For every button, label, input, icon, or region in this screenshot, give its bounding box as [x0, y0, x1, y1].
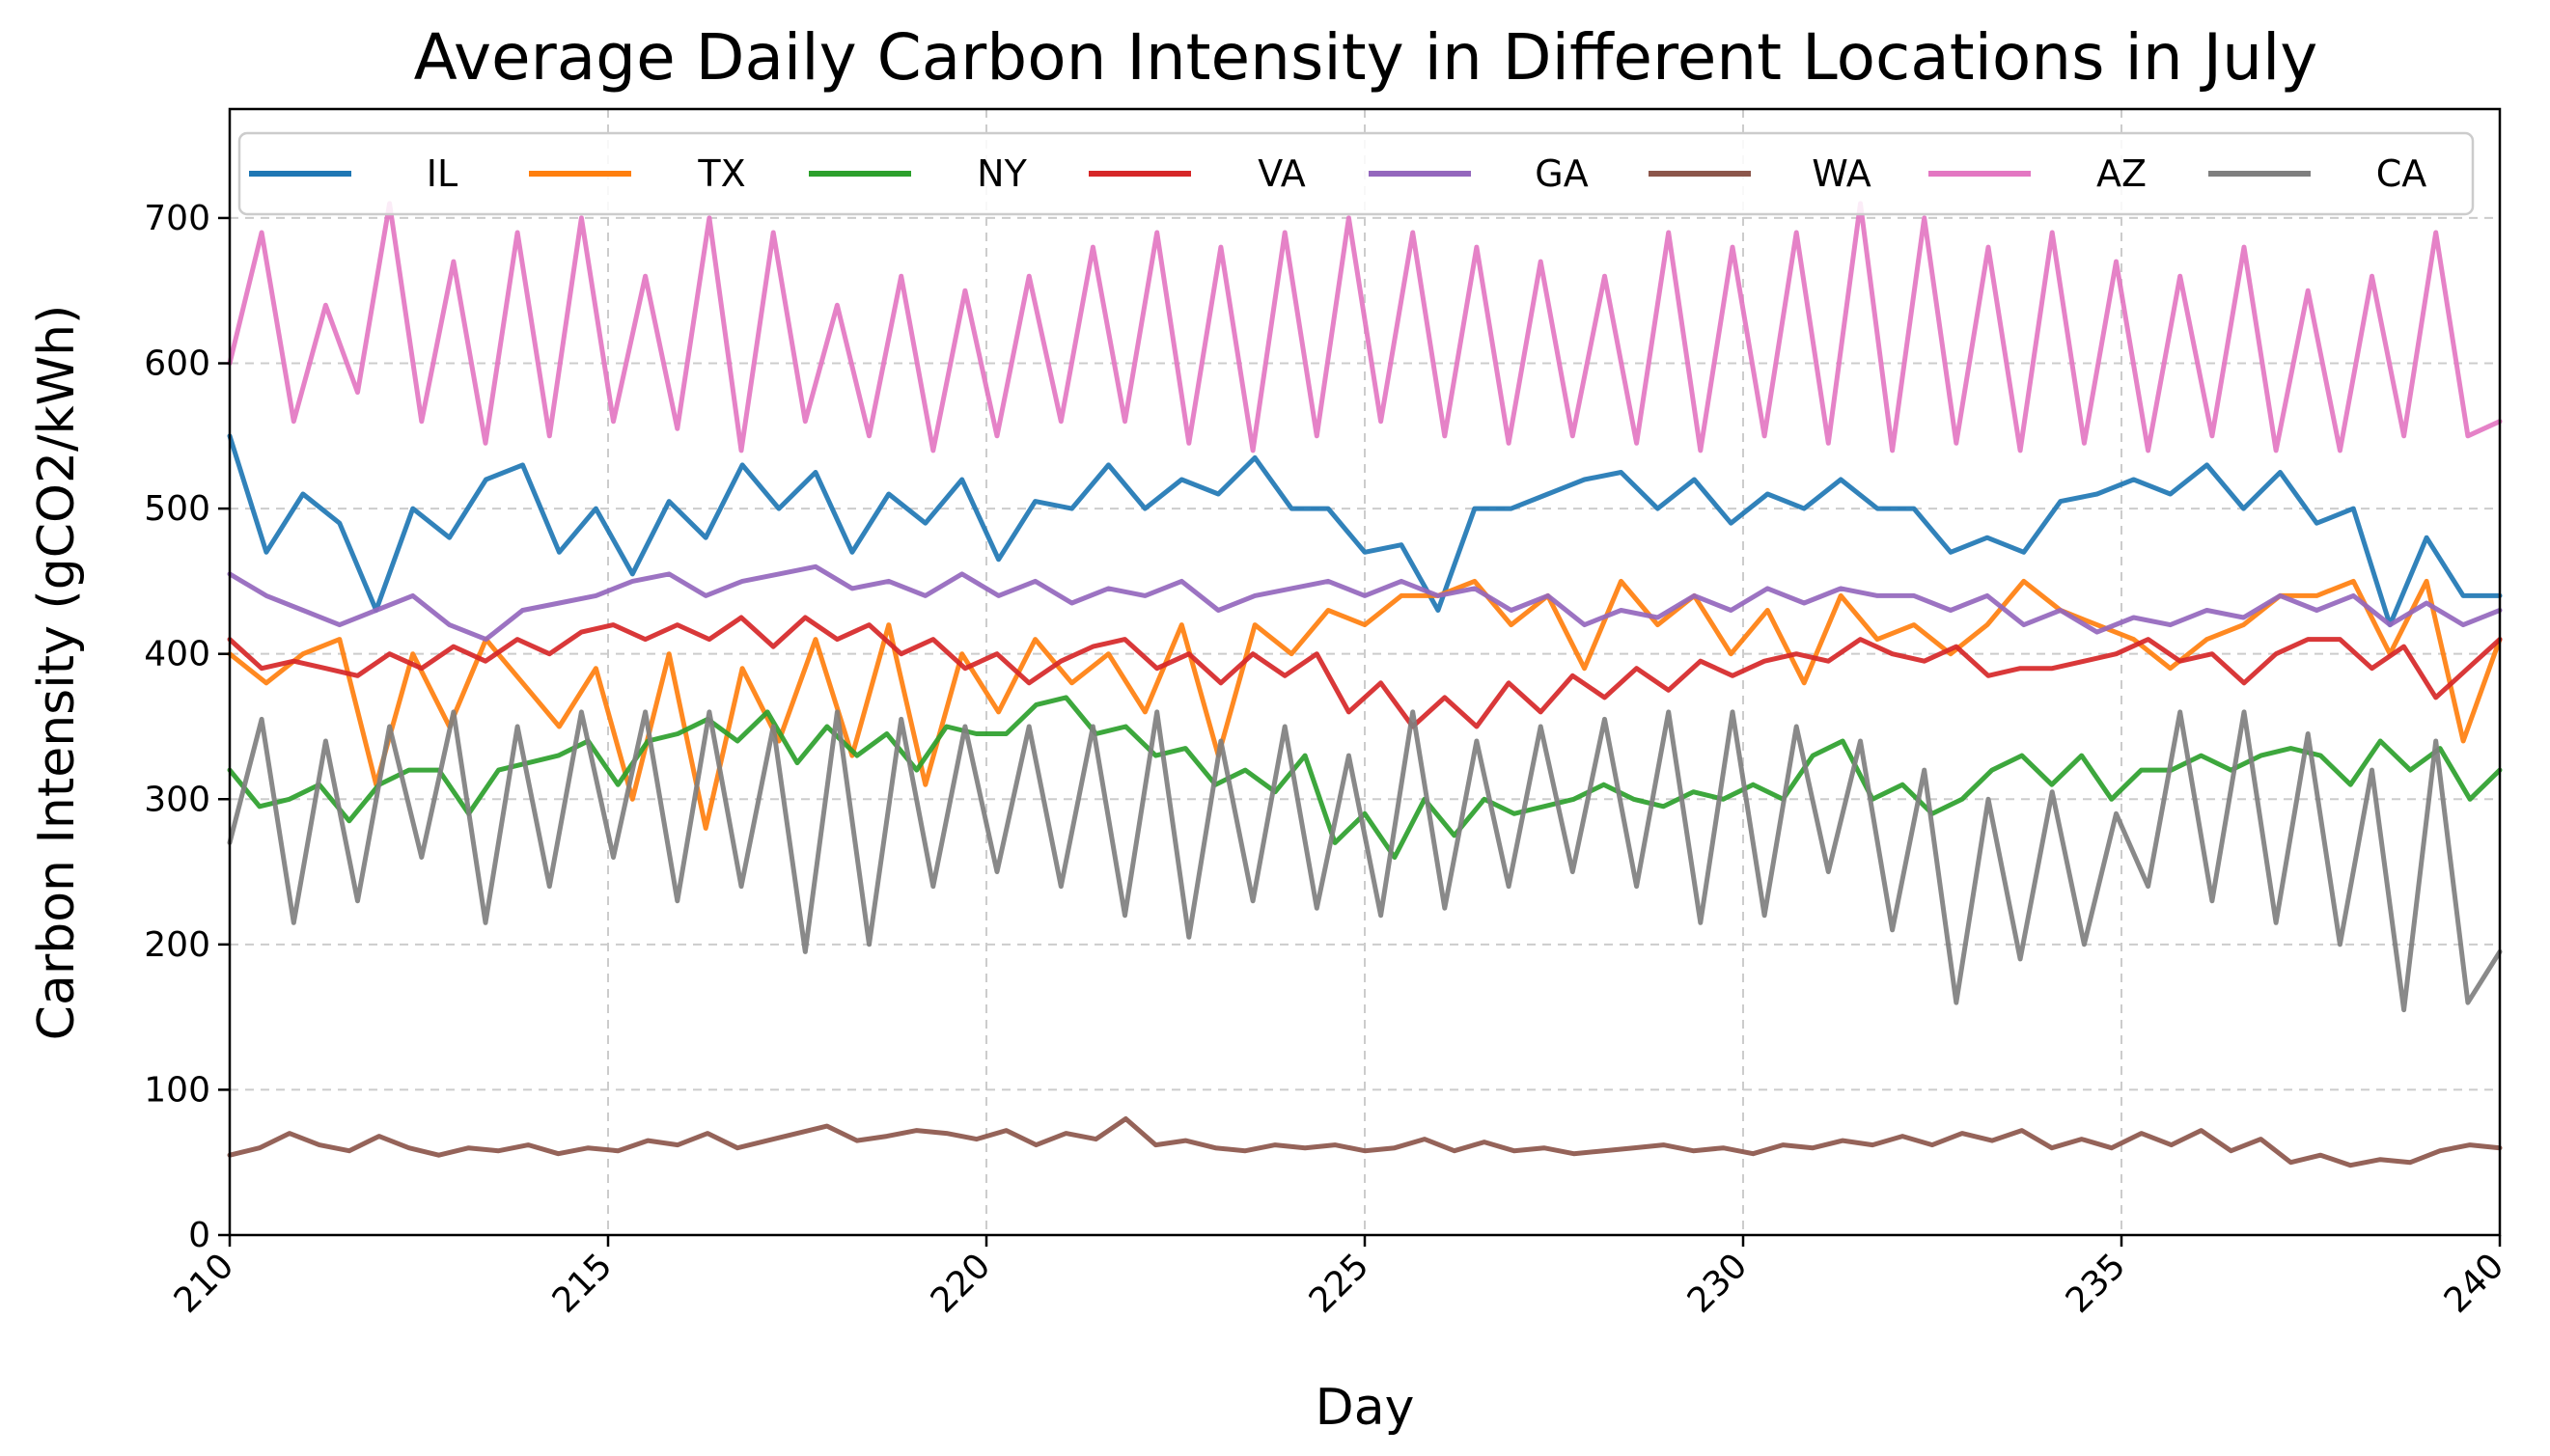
legend-label-ny: NY: [977, 152, 1027, 195]
legend: IL TX NY VA GA WA AZ CA: [237, 131, 2475, 216]
series-lines: [227, 201, 2503, 1168]
legend-label-az: AZ: [2096, 152, 2147, 195]
y-tick-label: 0: [188, 1216, 210, 1255]
series-line-va: [227, 615, 2503, 729]
y-tick-label: 300: [144, 780, 210, 819]
legend-label-va: VA: [1258, 152, 1306, 195]
series-line-ny: [227, 695, 2503, 860]
series-line-ga: [227, 563, 2503, 643]
series-line-tx: [227, 578, 2503, 831]
series-line-az: [227, 201, 2503, 453]
legend-label-tx: TX: [697, 152, 745, 195]
y-tick-label: 700: [144, 199, 210, 238]
series-line-ca: [227, 709, 2503, 1013]
legend-label-wa: WA: [1812, 152, 1871, 195]
legend-box: [237, 131, 2475, 216]
y-tick-label: 600: [144, 344, 210, 384]
series-line-wa: [227, 1116, 2503, 1168]
y-tick-label: 200: [144, 925, 210, 965]
chart-title: Average Daily Carbon Intensity in Differ…: [414, 20, 2318, 95]
y-axis-label: Carbon Intensity (gCO2/kWh): [28, 305, 86, 1041]
legend-label-ga: GA: [1535, 152, 1588, 195]
y-tick-label: 500: [144, 489, 210, 529]
x-axis-label: Day: [1316, 1379, 1415, 1437]
y-tick-label: 400: [144, 635, 210, 674]
series-line-il: [227, 433, 2503, 628]
y-tick-label: 100: [144, 1070, 210, 1110]
legend-label-il: IL: [427, 152, 457, 195]
legend-label-ca: CA: [2376, 152, 2427, 195]
